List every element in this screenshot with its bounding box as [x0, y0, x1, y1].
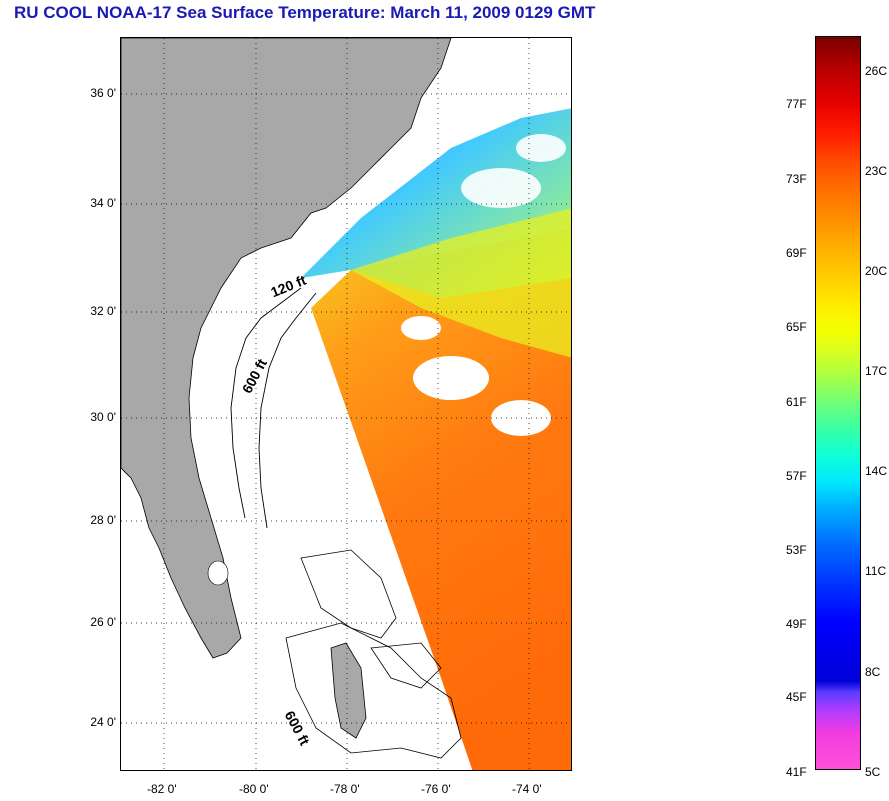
lat-label: 36 0' [90, 86, 116, 100]
contour-120ft [230, 287, 302, 519]
cloud-patch [516, 134, 566, 162]
lat-label: 26 0' [90, 615, 116, 629]
colorbar-f-label: 41F [786, 765, 807, 779]
colorbar-c-label: 14C [865, 464, 888, 478]
lat-label: 24 0' [90, 715, 116, 729]
colorbar-c-label: 17C [865, 364, 888, 378]
bahamas-bank-outline [285, 622, 462, 759]
sst-map [120, 37, 572, 771]
colorbar-c-label: 20C [865, 264, 888, 278]
colorbar-f-label: 73F [786, 172, 807, 186]
cloud-patch [413, 356, 489, 400]
lon-label: -76 0' [421, 782, 451, 796]
map-title: RU COOL NOAA-17 Sea Surface Temperature:… [14, 3, 596, 22]
colorbar-f-label: 45F [786, 690, 807, 704]
sst-mid-band [351, 208, 571, 358]
lon-label: -74 0' [512, 782, 542, 796]
bahamas-bank-outline [300, 549, 397, 639]
lat-label: 28 0' [90, 513, 116, 527]
sst-swath [311, 228, 571, 770]
lat-label: 34 0' [90, 196, 116, 210]
colorbar-f-label: 65F [786, 320, 807, 334]
colorbar-c-label: 5C [865, 765, 881, 779]
cloud-patch [461, 168, 541, 208]
bahamas-andros [330, 642, 367, 739]
contour-600ft [258, 292, 317, 529]
bahamas-bank-outline [370, 642, 442, 689]
lat-label: 30 0' [90, 410, 116, 424]
colorbar-c-label: 11C [865, 564, 887, 578]
colorbar-c-label: 26C [865, 64, 888, 78]
graticule [121, 38, 571, 770]
colorbar-f-label: 69F [786, 246, 807, 260]
lat-label: 32 0' [90, 304, 116, 318]
lake-okeechobee [207, 560, 229, 586]
cloud-patch [401, 316, 441, 340]
colorbar-c-label: 8C [865, 665, 881, 679]
colorbar-c-label: 23C [865, 164, 888, 178]
colorbar-f-label: 61F [786, 395, 807, 409]
sst-map-canvas [121, 38, 571, 770]
land-us-southeast [121, 38, 452, 659]
lon-label: -82 0' [147, 782, 177, 796]
colorbar-f-label: 77F [786, 97, 807, 111]
colorbar-f-label: 53F [786, 543, 807, 557]
colorbar-f-label: 57F [786, 469, 807, 483]
lon-label: -80 0' [239, 782, 269, 796]
lon-label: -78 0' [330, 782, 360, 796]
colorbar-f-label: 49F [786, 617, 807, 631]
temperature-colorbar [815, 36, 861, 770]
